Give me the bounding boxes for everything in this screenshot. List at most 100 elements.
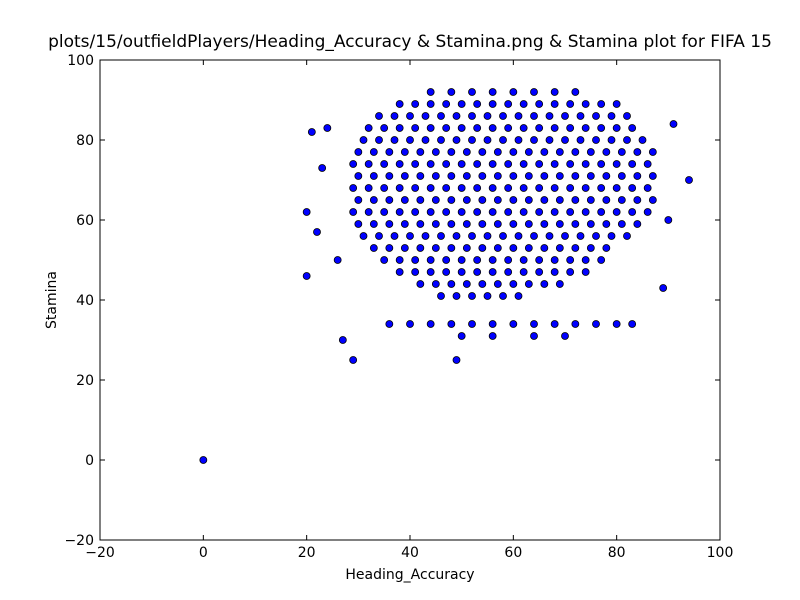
- point: [400, 172, 409, 180]
- point: [426, 100, 435, 108]
- point: [571, 196, 580, 204]
- point: [437, 112, 445, 120]
- point: [411, 208, 420, 216]
- point: [400, 148, 409, 156]
- point: [643, 184, 652, 192]
- point: [519, 268, 528, 276]
- y-tick-label: 40: [76, 293, 94, 309]
- point: [447, 220, 456, 228]
- point: [488, 332, 497, 340]
- point: [550, 100, 559, 108]
- point: [535, 208, 544, 216]
- point: [612, 320, 621, 328]
- point: [390, 136, 399, 144]
- point: [530, 88, 538, 96]
- point: [488, 160, 497, 168]
- point: [468, 292, 476, 300]
- point: [421, 136, 430, 144]
- point: [375, 232, 383, 240]
- point: [524, 244, 533, 252]
- point: [628, 124, 637, 132]
- point: [483, 292, 492, 300]
- point: [597, 256, 606, 264]
- point: [442, 208, 451, 216]
- point: [524, 172, 533, 180]
- point: [566, 208, 575, 216]
- point: [411, 100, 420, 108]
- point: [452, 356, 461, 364]
- point: [395, 208, 404, 216]
- point: [633, 196, 642, 204]
- point: [380, 160, 389, 168]
- point: [416, 280, 425, 288]
- point: [509, 172, 518, 180]
- point: [395, 100, 404, 108]
- point: [628, 208, 637, 216]
- x-tick-label: 20: [298, 545, 316, 561]
- point: [540, 196, 549, 204]
- point: [385, 172, 394, 180]
- point: [519, 184, 528, 192]
- point: [457, 124, 466, 132]
- y-tick-label: 20: [76, 373, 94, 389]
- point: [509, 148, 518, 156]
- point: [411, 268, 420, 276]
- point: [395, 124, 404, 132]
- point: [633, 172, 642, 180]
- point: [338, 336, 347, 344]
- point: [473, 100, 482, 108]
- point: [602, 244, 611, 252]
- x-tick-label: 100: [707, 545, 734, 561]
- point: [550, 124, 559, 132]
- point: [457, 100, 466, 108]
- point: [323, 124, 332, 132]
- point: [447, 196, 456, 204]
- point: [457, 256, 466, 264]
- point: [530, 112, 538, 120]
- point: [313, 228, 321, 236]
- point: [602, 148, 611, 156]
- y-tick-label: 60: [76, 213, 94, 229]
- point: [431, 280, 440, 288]
- point: [359, 232, 368, 240]
- point: [519, 160, 528, 168]
- point: [566, 256, 575, 264]
- point: [535, 256, 544, 264]
- point: [462, 280, 471, 288]
- point: [617, 148, 626, 156]
- point: [581, 256, 590, 264]
- point: [540, 148, 549, 156]
- point: [307, 128, 316, 136]
- point: [597, 160, 606, 168]
- x-tick-label: 80: [608, 545, 626, 561]
- point: [519, 100, 528, 108]
- point: [468, 88, 476, 96]
- point: [550, 88, 559, 96]
- point: [385, 148, 394, 156]
- point: [462, 196, 471, 204]
- y-tick-label: −20: [64, 533, 94, 549]
- point: [431, 196, 440, 204]
- point: [504, 256, 513, 264]
- point: [426, 320, 435, 328]
- point: [488, 256, 497, 264]
- point: [581, 100, 590, 108]
- point: [550, 208, 559, 216]
- point: [416, 172, 425, 180]
- point: [592, 232, 600, 240]
- point: [504, 124, 513, 132]
- point: [437, 292, 445, 300]
- point: [437, 136, 445, 144]
- point: [617, 172, 626, 180]
- point: [426, 208, 435, 216]
- point: [607, 136, 616, 144]
- point: [648, 172, 657, 180]
- point: [648, 196, 657, 204]
- point: [628, 184, 637, 192]
- point: [504, 268, 513, 276]
- point: [406, 320, 414, 328]
- point: [493, 172, 502, 180]
- point: [354, 196, 363, 204]
